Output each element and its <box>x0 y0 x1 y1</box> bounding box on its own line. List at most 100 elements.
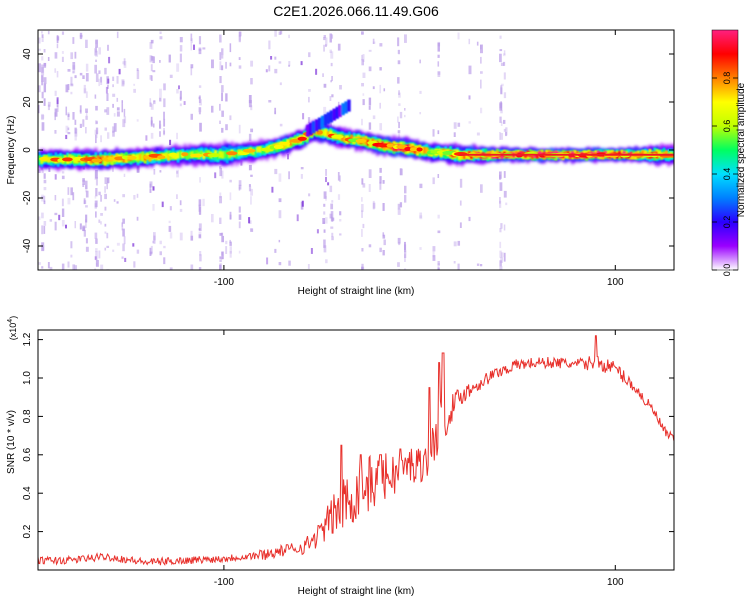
noise-speck <box>61 198 64 207</box>
noise-speck <box>94 64 98 74</box>
noise-speck <box>397 203 401 210</box>
noise-speck <box>95 105 98 111</box>
noise-speck <box>368 66 372 72</box>
noise-speck <box>500 252 504 258</box>
ridge-blob <box>190 153 203 158</box>
upper-branch-cell <box>323 114 328 126</box>
noise-speck <box>74 221 77 229</box>
noise-speck-dark <box>266 257 269 265</box>
colorbar-gradient <box>711 29 739 271</box>
noise-speck <box>72 65 76 74</box>
ridge-cell <box>324 129 328 136</box>
noise-speck <box>397 130 400 133</box>
noise-speck <box>104 186 106 193</box>
noise-speck <box>238 250 241 254</box>
noise-speck <box>499 35 502 39</box>
ridge-cell <box>256 146 260 153</box>
noise-speck <box>79 105 82 114</box>
noise-speck <box>248 133 252 141</box>
noise-speck <box>361 83 364 87</box>
noise-speck <box>268 65 271 72</box>
noise-speck <box>480 45 482 50</box>
noise-speck <box>106 232 109 239</box>
noise-speck <box>500 102 503 111</box>
noise-speck <box>169 267 173 270</box>
upper-branch-cell <box>309 123 313 135</box>
noise-speck <box>98 250 101 259</box>
noise-speck <box>250 78 253 85</box>
noise-speck <box>198 96 201 100</box>
ridge-cell <box>326 131 330 138</box>
noise-speck <box>308 193 311 197</box>
noise-speck <box>190 33 193 42</box>
noise-speck <box>121 103 124 113</box>
noise-speck <box>329 96 332 101</box>
noise-speck <box>500 223 503 229</box>
noise-speck <box>61 51 64 54</box>
noise-speck <box>229 179 232 183</box>
noise-speck <box>104 231 107 234</box>
noise-speck <box>82 119 85 127</box>
noise-speck <box>122 119 126 128</box>
svg-text:(x104): (x104) <box>7 316 18 340</box>
noise-speck <box>419 59 421 64</box>
noise-speck <box>361 32 364 35</box>
noise-speck <box>100 77 102 83</box>
noise-speck <box>112 126 115 133</box>
noise-speck <box>225 240 228 245</box>
noise-speck <box>83 198 86 205</box>
noise-speck <box>219 120 221 124</box>
noise-speck <box>133 195 136 200</box>
noise-speck <box>41 266 44 269</box>
y-tick-label: -40 <box>22 238 33 253</box>
noise-speck <box>95 169 98 179</box>
noise-speck <box>468 65 472 75</box>
noise-speck <box>163 98 166 108</box>
noise-speck <box>323 191 327 199</box>
noise-speck <box>106 245 110 248</box>
noise-speck <box>499 197 501 204</box>
noise-speck <box>121 222 124 227</box>
noise-speck <box>476 41 479 46</box>
noise-speck <box>43 225 46 234</box>
noise-speck <box>238 57 241 60</box>
noise-speck <box>149 247 152 256</box>
noise-speck <box>190 235 194 241</box>
noise-speck <box>219 166 222 169</box>
noise-speck <box>397 77 400 84</box>
noise-speck <box>432 255 436 261</box>
noise-speck <box>419 112 422 115</box>
noise-speck <box>190 113 193 120</box>
noise-speck <box>480 79 482 89</box>
noise-speck-dark <box>315 68 318 75</box>
noise-speck <box>278 210 282 219</box>
noise-speck <box>330 80 332 83</box>
noise-speck <box>382 250 385 256</box>
noise-speck <box>176 169 179 178</box>
noise-speck <box>404 108 406 111</box>
noise-speck <box>398 133 401 138</box>
noise-speck <box>459 200 462 206</box>
noise-speck <box>331 218 334 222</box>
noise-speck <box>499 103 502 109</box>
noise-speck-dark <box>65 224 67 229</box>
noise-speck <box>61 31 65 35</box>
spectrogram-panel: -100 100 -40 -20 0 20 40 Height of straight l… <box>6 29 675 297</box>
noise-speck <box>274 248 277 253</box>
noise-speck <box>179 45 183 52</box>
noise-speck <box>468 216 471 222</box>
noise-speck <box>499 250 502 258</box>
noise-speck <box>397 37 400 47</box>
noise-speck <box>437 54 440 58</box>
noise-speck <box>159 131 161 137</box>
noise-speck <box>339 175 341 182</box>
noise-speck <box>480 56 482 64</box>
noise-speck <box>468 38 471 45</box>
noise-speck <box>503 128 506 132</box>
ridge-cell <box>75 157 79 164</box>
noise-speck <box>221 48 224 56</box>
noise-speck <box>159 36 163 40</box>
noise-speck <box>153 123 155 128</box>
snr-scale-close: ) <box>8 316 18 319</box>
noise-speck <box>82 225 86 232</box>
